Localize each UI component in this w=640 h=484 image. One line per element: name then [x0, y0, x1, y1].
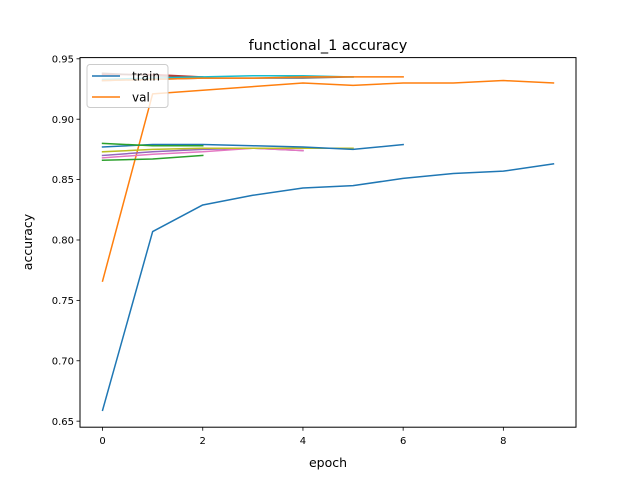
x-axis-label: epoch [309, 455, 347, 470]
x-tick-label: 6 [400, 436, 406, 447]
y-axis-ticks: 0.65 0.70 0.75 0.80 0.85 0.90 0.95 [52, 54, 80, 428]
series-line-run-8 [101, 147, 354, 153]
y-tick-label: 0.65 [52, 417, 74, 428]
series-line-run-10 [101, 143, 404, 151]
legend-label-train: train [132, 70, 160, 84]
series-line-run-2 [101, 154, 204, 162]
series-line-run-6 [101, 147, 304, 159]
y-tick-label: 0.75 [52, 296, 74, 307]
x-tick-label: 2 [200, 436, 206, 447]
series-line-train [101, 163, 555, 412]
y-tick-label: 0.95 [52, 54, 74, 65]
x-tick-label: 4 [300, 436, 306, 447]
y-axis-label: accuracy [20, 213, 35, 270]
x-tick-label: 0 [99, 436, 105, 447]
y-tick-label: 0.85 [52, 175, 74, 186]
y-tick-label: 0.80 [52, 236, 74, 247]
series-line-val [101, 79, 555, 282]
chart-legend: train val [86, 64, 169, 108]
series-line-run-12 [101, 142, 204, 147]
x-axis-ticks: 0 2 4 6 8 [99, 427, 507, 447]
y-tick-label: 0.70 [52, 356, 74, 367]
series-lines [101, 72, 555, 412]
plot-frame [79, 57, 577, 428]
y-tick-label: 0.90 [52, 115, 74, 126]
chart-title: functional_1 accuracy [249, 38, 408, 54]
legend-label-val: val [132, 91, 150, 105]
x-tick-label: 8 [500, 436, 506, 447]
